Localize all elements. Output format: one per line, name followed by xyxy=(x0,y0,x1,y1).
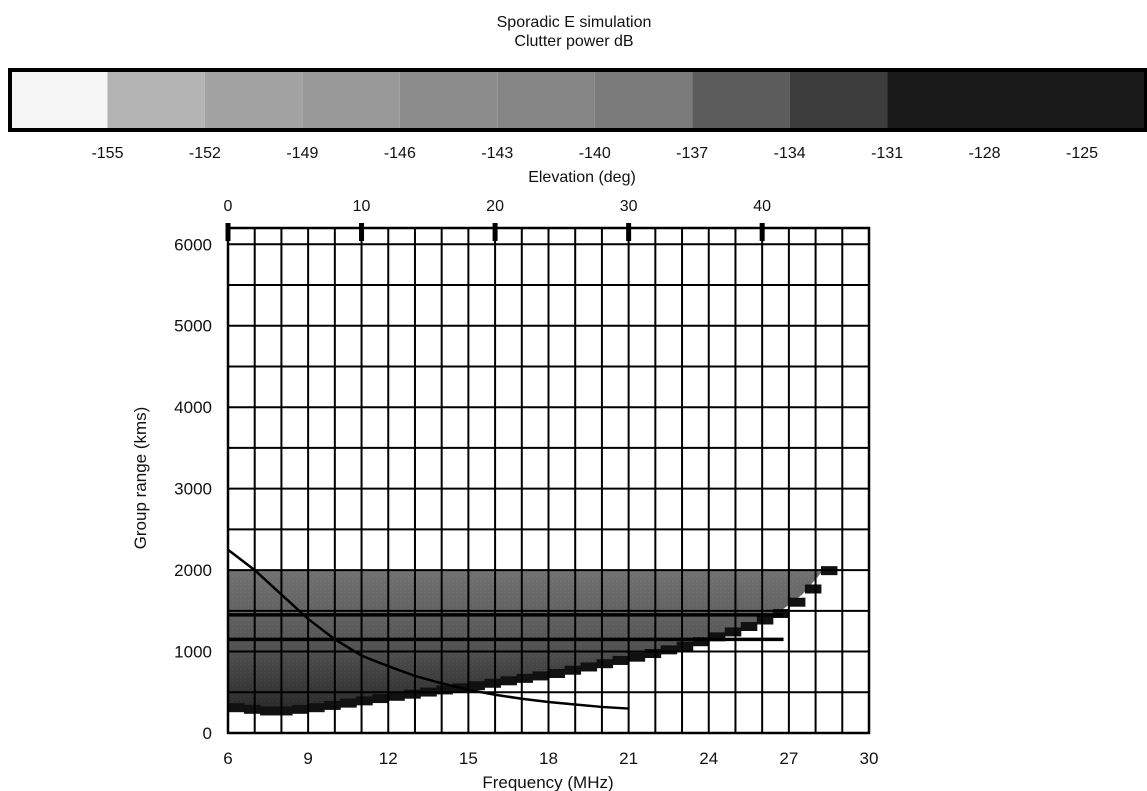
clutter-edge-step xyxy=(724,627,742,637)
clutter-edge-step xyxy=(676,641,694,651)
colorbar-swatch xyxy=(497,70,595,130)
clutter-edge-step xyxy=(548,668,566,678)
elevation-tick-label: 0 xyxy=(224,198,233,215)
colorbar-tick-label: -152 xyxy=(189,145,221,162)
clutter-edge-step xyxy=(484,678,501,688)
overlay-lines xyxy=(227,548,784,710)
x-tick-label: 30 xyxy=(860,749,879,768)
overlay-curve xyxy=(227,548,629,710)
clutter-region xyxy=(228,566,838,716)
colorbar-tick-label: -143 xyxy=(481,145,513,162)
clutter-edge-step xyxy=(580,662,598,672)
clutter-edge-step xyxy=(324,700,341,710)
clutter-edge-step xyxy=(516,673,533,683)
colorbar-tick-label: -131 xyxy=(871,145,903,162)
clutter-texture xyxy=(228,570,824,715)
x-tick-label: 24 xyxy=(699,749,718,768)
clutter-edge-step xyxy=(404,689,421,699)
clutter-edge-step xyxy=(788,597,806,607)
x-tick-label: 21 xyxy=(619,749,638,768)
clutter-edge-step xyxy=(692,637,710,647)
plot-grid xyxy=(226,226,871,735)
clutter-edge-step xyxy=(596,659,614,669)
x-tick-label: 6 xyxy=(223,749,232,768)
clutter-edge-step xyxy=(356,696,373,706)
secondary-x-axis-label: Elevation (deg) xyxy=(528,169,636,186)
clutter-edge-step xyxy=(292,704,309,714)
y-tick-label: 3000 xyxy=(174,480,212,499)
clutter-edge-step xyxy=(708,632,726,642)
clutter-edge-step xyxy=(756,615,774,625)
colorbar-swatch xyxy=(10,70,108,130)
colorbar-swatch xyxy=(594,70,693,130)
clutter-edge-step xyxy=(308,703,325,713)
clutter-edge-step xyxy=(340,698,357,708)
y-tick-label: 0 xyxy=(203,724,212,743)
colorbar-tick-label: -140 xyxy=(579,145,611,162)
colorbar-tick-label: -155 xyxy=(91,145,123,162)
colorbar xyxy=(8,68,1147,132)
clutter-edge-step xyxy=(660,645,678,655)
elevation-tick-label: 10 xyxy=(353,198,371,215)
colorbar-swatch xyxy=(887,70,1147,130)
plot-frame xyxy=(226,226,871,735)
clutter-edge-step xyxy=(644,649,662,659)
y-tick-label: 6000 xyxy=(174,235,212,254)
x-tick-label: 12 xyxy=(379,749,398,768)
y-tick-label: 5000 xyxy=(174,317,212,336)
clutter-edge-step xyxy=(612,655,630,665)
clutter-edge-step xyxy=(532,671,549,681)
x-tick-label: 9 xyxy=(303,749,312,768)
clutter-edge-step xyxy=(244,704,261,714)
secondary-x-axis: 0 10 20 30 40 xyxy=(224,198,771,241)
elevation-tick-label: 30 xyxy=(620,198,638,215)
x-tick-label: 27 xyxy=(779,749,798,768)
clutter-edge-step xyxy=(804,584,822,594)
clutter-edge-step xyxy=(436,685,453,695)
colorbar-tick-labels: -155 -152 -149 -146 -143 -140 -137 -134 -131 -128… xyxy=(91,145,1098,162)
clutter-edge-step xyxy=(228,703,245,713)
clutter-edge-step xyxy=(388,691,405,701)
colorbar-frame xyxy=(8,68,1147,132)
y-axis-label: Group range (kms) xyxy=(131,407,150,550)
colorbar-swatch xyxy=(107,70,205,130)
clutter-edge-step xyxy=(740,622,758,632)
x-tick-label: 15 xyxy=(459,749,478,768)
colorbar-swatch xyxy=(692,70,790,130)
clutter-edge-step xyxy=(628,652,646,662)
colorbar-tick-label: -149 xyxy=(286,145,318,162)
colorbar-tick-label: -134 xyxy=(774,145,806,162)
chart-subtitle: Clutter power dB xyxy=(514,33,633,50)
y-tick-label: 2000 xyxy=(174,561,212,580)
clutter-edge-step xyxy=(468,681,485,691)
colorbar-swatch xyxy=(302,70,400,130)
colorbar-swatch xyxy=(204,70,303,130)
x-axis-label: Frequency (MHz) xyxy=(482,773,613,791)
chart-title: Sporadic E simulation xyxy=(497,14,652,31)
colorbar-tick-label: -146 xyxy=(384,145,416,162)
clutter-edge-step xyxy=(276,706,293,716)
colorbar-tick-label: -137 xyxy=(676,145,708,162)
clutter-edge-step xyxy=(500,676,517,686)
y-axis: 0 1000 2000 3000 4000 5000 6000 xyxy=(174,235,212,743)
x-axis: 6 9 12 15 18 21 24 27 30 xyxy=(223,749,878,768)
colorbar-swatch xyxy=(789,70,888,130)
colorbar-swatch xyxy=(399,70,498,130)
clutter-edge-step xyxy=(260,706,277,716)
y-tick-label: 4000 xyxy=(174,398,212,417)
elevation-tick-label: 20 xyxy=(486,198,504,215)
colorbar-tick-label: -125 xyxy=(1066,145,1098,162)
x-tick-label: 18 xyxy=(539,749,558,768)
colorbar-tick-label: -128 xyxy=(969,145,1001,162)
clutter-edge-step xyxy=(372,694,389,704)
y-tick-label: 1000 xyxy=(174,643,212,662)
elevation-tick-label: 40 xyxy=(753,198,771,215)
clutter-edge-step xyxy=(564,665,582,675)
